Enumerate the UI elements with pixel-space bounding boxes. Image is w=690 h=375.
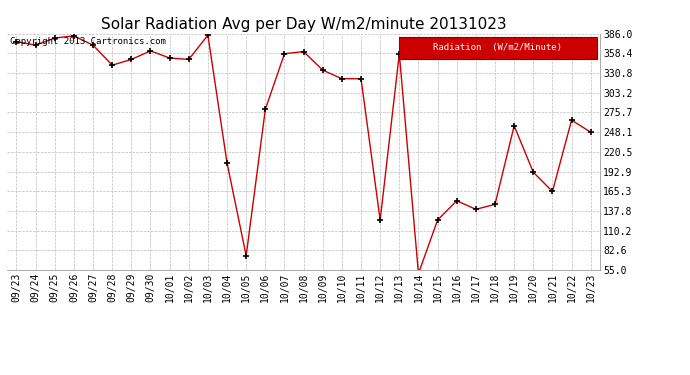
Text: Radiation  (W/m2/Minute): Radiation (W/m2/Minute) [433, 44, 562, 52]
Text: Solar Radiation Avg per Day W/m2/minute 20131023: Solar Radiation Avg per Day W/m2/minute … [101, 17, 506, 32]
FancyBboxPatch shape [399, 37, 598, 58]
Text: Copyright 2013 Cartronics.com: Copyright 2013 Cartronics.com [10, 37, 166, 46]
